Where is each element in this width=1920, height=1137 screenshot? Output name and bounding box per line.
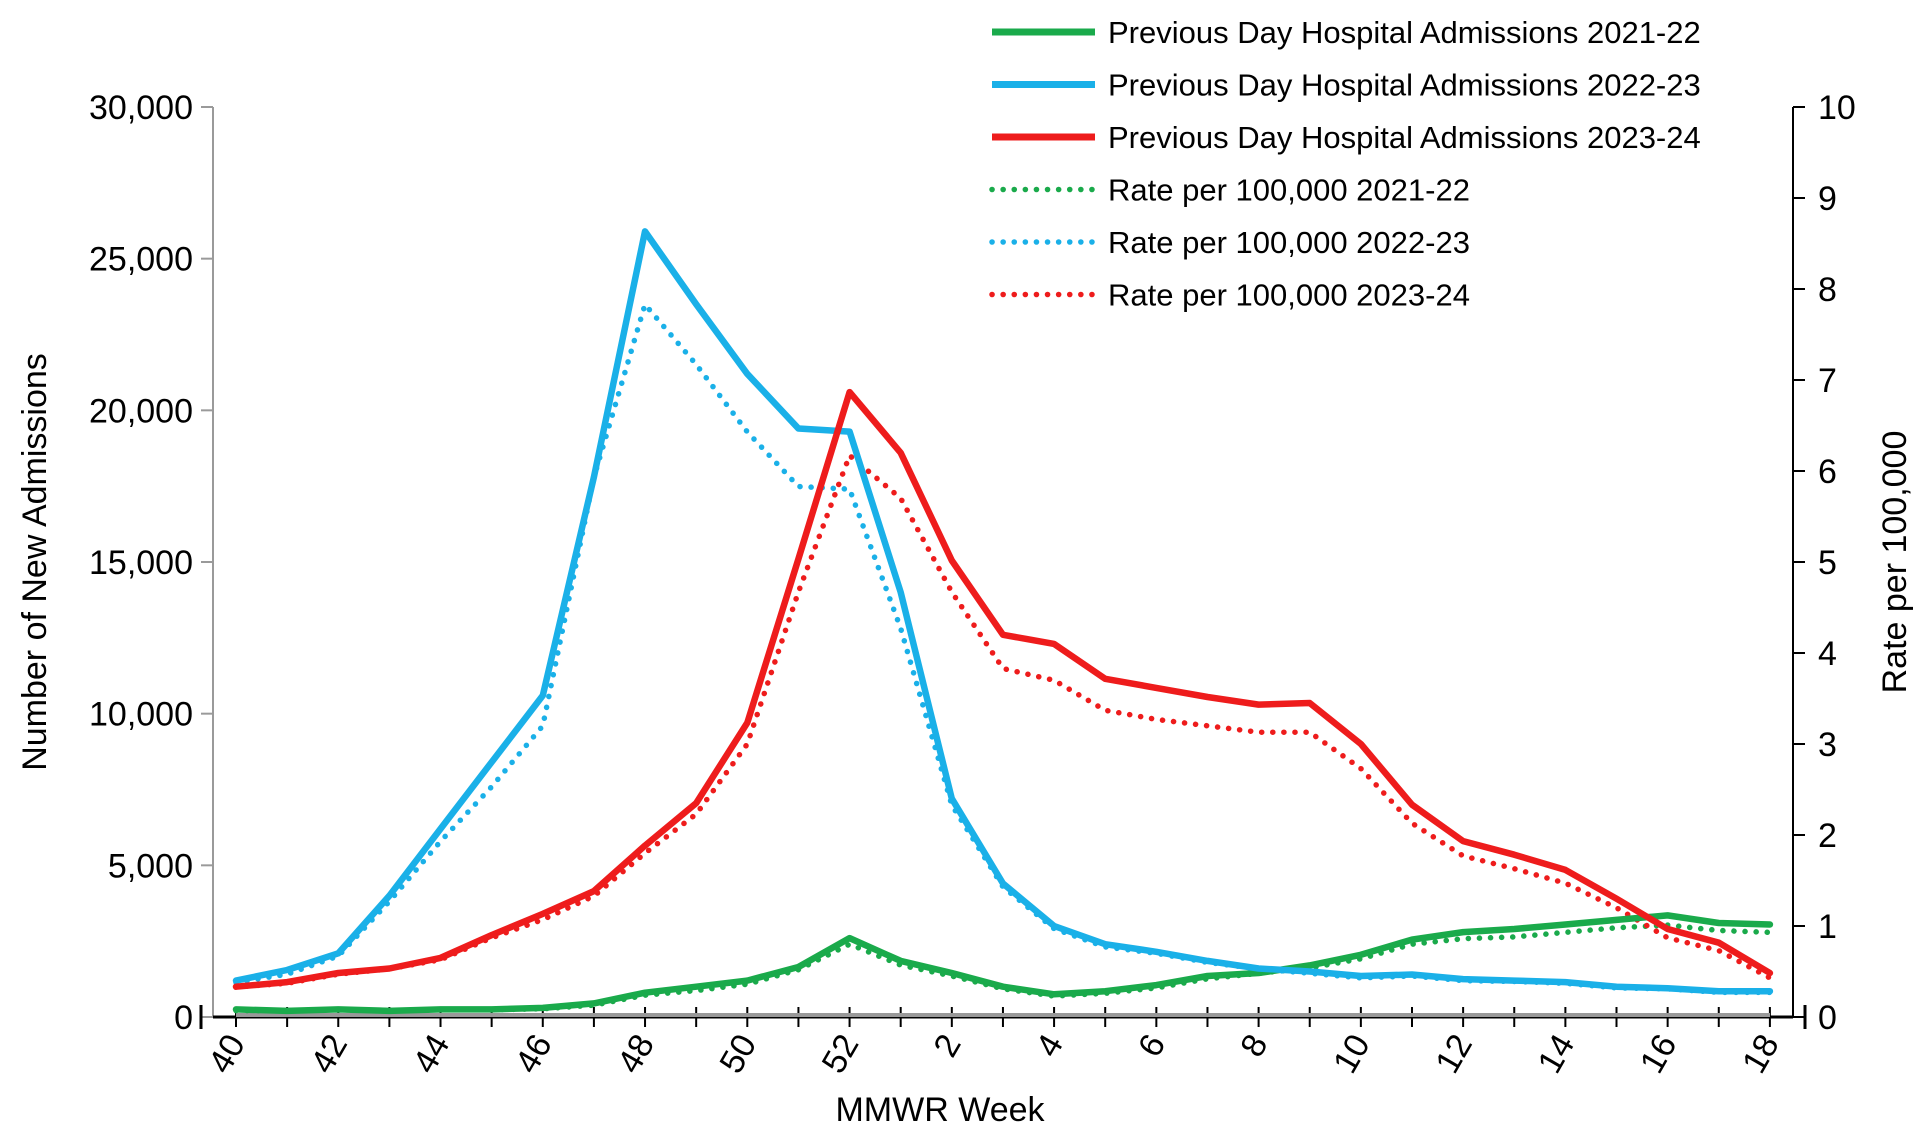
series-line-5 bbox=[233, 301, 1773, 996]
legend-label-2: Previous Day Hospital Admissions 2022-23 bbox=[1108, 68, 1701, 103]
series-line-6 bbox=[233, 452, 1773, 990]
y2-tick-label: 2 bbox=[1818, 817, 1837, 855]
y-tick-label: 30,000 bbox=[89, 89, 193, 127]
series-line-1 bbox=[232, 912, 1774, 1015]
y-tick-label: 5,000 bbox=[108, 847, 193, 885]
y2-tick-label: 8 bbox=[1818, 271, 1837, 309]
y2-axis-title: Rate per 100,000 bbox=[1876, 431, 1914, 694]
legend-label-5: Rate per 100,000 2022-23 bbox=[1108, 225, 1470, 260]
y-axis-title: Number of New Admissions bbox=[16, 353, 54, 771]
y2-tick-label: 3 bbox=[1818, 726, 1837, 764]
y-tick-label: 0 bbox=[174, 999, 193, 1037]
y2-tick-label: 5 bbox=[1818, 544, 1837, 582]
legend: Previous Day Hospital Admissions 2021-22… bbox=[989, 15, 1701, 313]
x-tick-label: 50 bbox=[712, 1028, 764, 1080]
series-line-4 bbox=[233, 922, 1773, 1014]
x-tick-label: 48 bbox=[610, 1028, 662, 1080]
x-tick-label: 14 bbox=[1530, 1028, 1582, 1080]
y2-tick-label: 10 bbox=[1818, 89, 1856, 127]
y2-tick-label: 9 bbox=[1818, 180, 1837, 218]
x-tick-label: 6 bbox=[1131, 1028, 1173, 1063]
y2-tick-label: 7 bbox=[1818, 362, 1837, 400]
x-tick-label: 2 bbox=[926, 1028, 968, 1063]
legend-label-6: Rate per 100,000 2023-24 bbox=[1108, 278, 1470, 313]
x-tick-label: 46 bbox=[508, 1028, 560, 1080]
legend-label-4: Rate per 100,000 2021-22 bbox=[1108, 173, 1470, 208]
y-tick-label: 10,000 bbox=[89, 696, 193, 734]
series-line-3 bbox=[232, 388, 1774, 990]
legend-label-3: Previous Day Hospital Admissions 2023-24 bbox=[1108, 120, 1701, 155]
y-tick-label: 25,000 bbox=[89, 241, 193, 279]
series-line-2 bbox=[232, 228, 1774, 995]
x-tick-label: 40 bbox=[201, 1028, 253, 1080]
x-axis-title: MMWR Week bbox=[835, 1091, 1045, 1129]
y2-tick-label: 1 bbox=[1818, 908, 1837, 946]
y-tick-label: 15,000 bbox=[89, 544, 193, 582]
y2-tick-label: 6 bbox=[1818, 453, 1837, 491]
x-tick-label: 42 bbox=[303, 1028, 355, 1080]
x-tick-label: 4 bbox=[1029, 1028, 1071, 1063]
y-tick-label: 20,000 bbox=[89, 392, 193, 430]
x-tick-label: 44 bbox=[406, 1028, 458, 1080]
x-tick-label: 16 bbox=[1633, 1028, 1685, 1080]
legend-label-1: Previous Day Hospital Admissions 2021-22 bbox=[1108, 15, 1701, 50]
x-tick-label: 12 bbox=[1428, 1028, 1480, 1080]
x-tick-label: 10 bbox=[1326, 1028, 1378, 1080]
series-lines bbox=[232, 228, 1774, 1017]
y2-tick-label: 0 bbox=[1818, 999, 1837, 1037]
x-tick-label: 18 bbox=[1735, 1028, 1787, 1080]
x-tick-label: 52 bbox=[815, 1028, 867, 1080]
y2-tick-label: 4 bbox=[1818, 635, 1837, 673]
x-tick-label: 8 bbox=[1233, 1028, 1275, 1063]
